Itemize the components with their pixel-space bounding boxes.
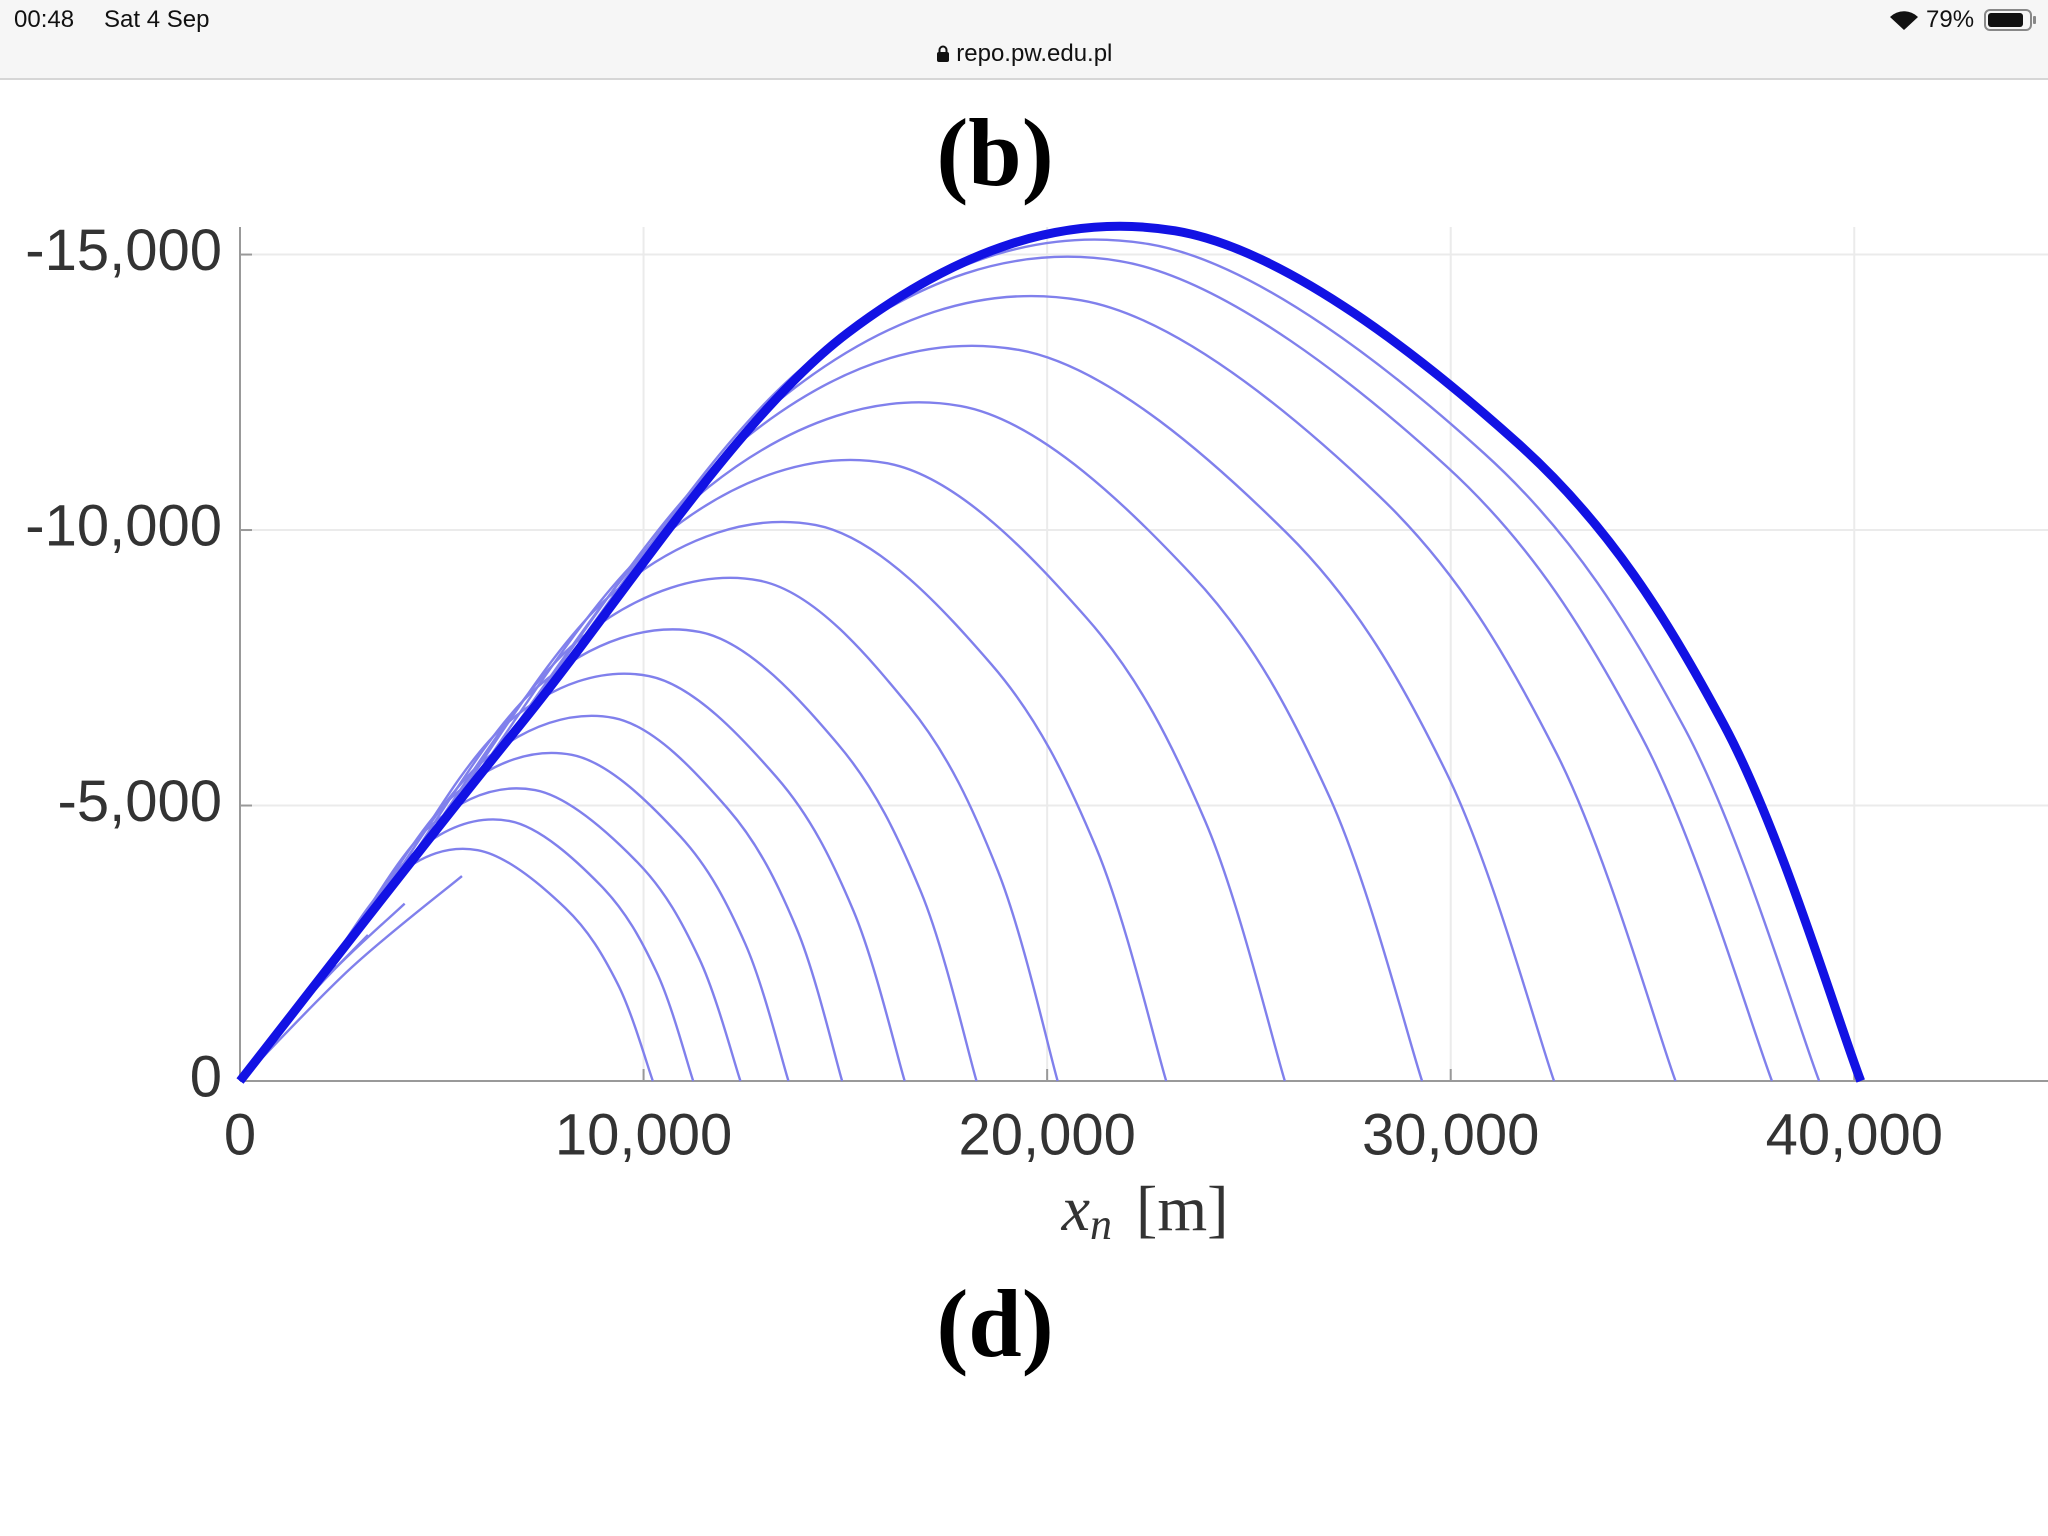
time: 00:48 xyxy=(14,6,75,33)
x-tick-label: 40,000 xyxy=(1766,1102,1943,1167)
trajectory xyxy=(236,221,1865,1084)
trajectory xyxy=(239,672,906,1082)
x-axis-unit: [m] xyxy=(1136,1173,1228,1244)
trajectory xyxy=(239,238,1821,1082)
date: Sat 4 Sep xyxy=(104,6,210,33)
y-tick-label: -10,000 xyxy=(25,493,222,558)
address-bar[interactable]: repo.pw.edu.pl xyxy=(0,40,2048,68)
panel-label: (b) xyxy=(936,99,1053,206)
y-tick-label: -5,000 xyxy=(58,769,222,834)
trajectory xyxy=(239,255,1774,1082)
y-tick-label: -15,000 xyxy=(25,218,222,283)
y-tick-label: 0 xyxy=(190,1044,222,1109)
status-bar: 00:48 Sat 4 Sep 79% repo.pw.edu.pl xyxy=(0,0,2048,80)
trajectory xyxy=(239,294,1677,1082)
trajectory xyxy=(239,628,978,1082)
trajectory xyxy=(239,401,1424,1082)
trajectory xyxy=(239,751,790,1082)
panel-label: (d) xyxy=(936,1270,1053,1377)
trajectory xyxy=(239,787,742,1082)
x-tick-label: 30,000 xyxy=(1362,1102,1539,1167)
lock-icon xyxy=(936,45,949,62)
x-axis-symbol: x xyxy=(1061,1173,1090,1244)
trajectory xyxy=(239,576,1059,1082)
trajectory xyxy=(239,714,844,1082)
battery-icon xyxy=(1984,9,2036,31)
chart: (b) (d) xn [m] 0 -5,000 -10,000 -15,000 0 10,0… xyxy=(25,99,2048,1377)
trajectory xyxy=(239,847,654,1082)
x-axis-subscript: n xyxy=(1090,1200,1112,1249)
trajectory xyxy=(239,344,1556,1082)
grid xyxy=(239,227,2048,1082)
wifi-icon xyxy=(1890,11,1918,31)
x-axis-label: xn [m] xyxy=(1061,1173,1229,1249)
x-tick-label: 20,000 xyxy=(958,1102,1135,1167)
trajectory xyxy=(239,875,463,1082)
trajectory xyxy=(239,818,695,1082)
trajectory xyxy=(239,520,1168,1082)
x-tick-label: 10,000 xyxy=(555,1102,732,1167)
battery-level: 79% xyxy=(1926,6,1975,33)
x-tick-label: 0 xyxy=(224,1102,256,1167)
url: repo.pw.edu.pl xyxy=(956,40,1113,67)
